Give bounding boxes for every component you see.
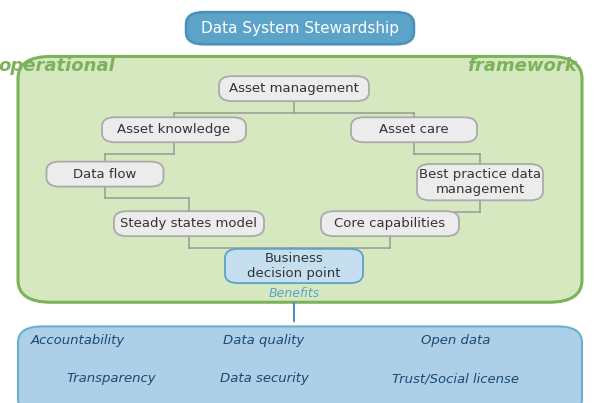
Text: Trust/Social license: Trust/Social license	[392, 372, 520, 385]
FancyBboxPatch shape	[18, 326, 582, 403]
Text: Data quality: Data quality	[223, 334, 305, 347]
Text: Transparency: Transparency	[66, 372, 156, 385]
FancyBboxPatch shape	[417, 164, 543, 200]
Text: Steady states model: Steady states model	[121, 217, 257, 230]
FancyBboxPatch shape	[219, 76, 369, 101]
Text: Accountability: Accountability	[31, 334, 125, 347]
Text: Asset care: Asset care	[379, 123, 449, 136]
FancyBboxPatch shape	[47, 162, 163, 187]
FancyBboxPatch shape	[321, 211, 459, 236]
Text: Data System Stewardship: Data System Stewardship	[201, 21, 399, 36]
Text: Asset knowledge: Asset knowledge	[118, 123, 230, 136]
Text: Open data: Open data	[421, 334, 491, 347]
FancyBboxPatch shape	[225, 249, 363, 283]
Text: Benefits: Benefits	[268, 287, 320, 300]
Text: operational: operational	[0, 58, 115, 75]
FancyBboxPatch shape	[114, 211, 264, 236]
Text: Asset management: Asset management	[229, 82, 359, 95]
Text: Data security: Data security	[220, 372, 308, 385]
FancyBboxPatch shape	[102, 117, 246, 142]
Text: Business
decision point: Business decision point	[247, 252, 341, 280]
Text: Best practice data
management: Best practice data management	[419, 168, 541, 196]
FancyBboxPatch shape	[18, 56, 582, 302]
Text: framework: framework	[467, 58, 577, 75]
FancyBboxPatch shape	[186, 12, 414, 44]
FancyBboxPatch shape	[351, 117, 477, 142]
Text: Core capabilities: Core capabilities	[334, 217, 446, 230]
Text: Data flow: Data flow	[73, 168, 137, 181]
